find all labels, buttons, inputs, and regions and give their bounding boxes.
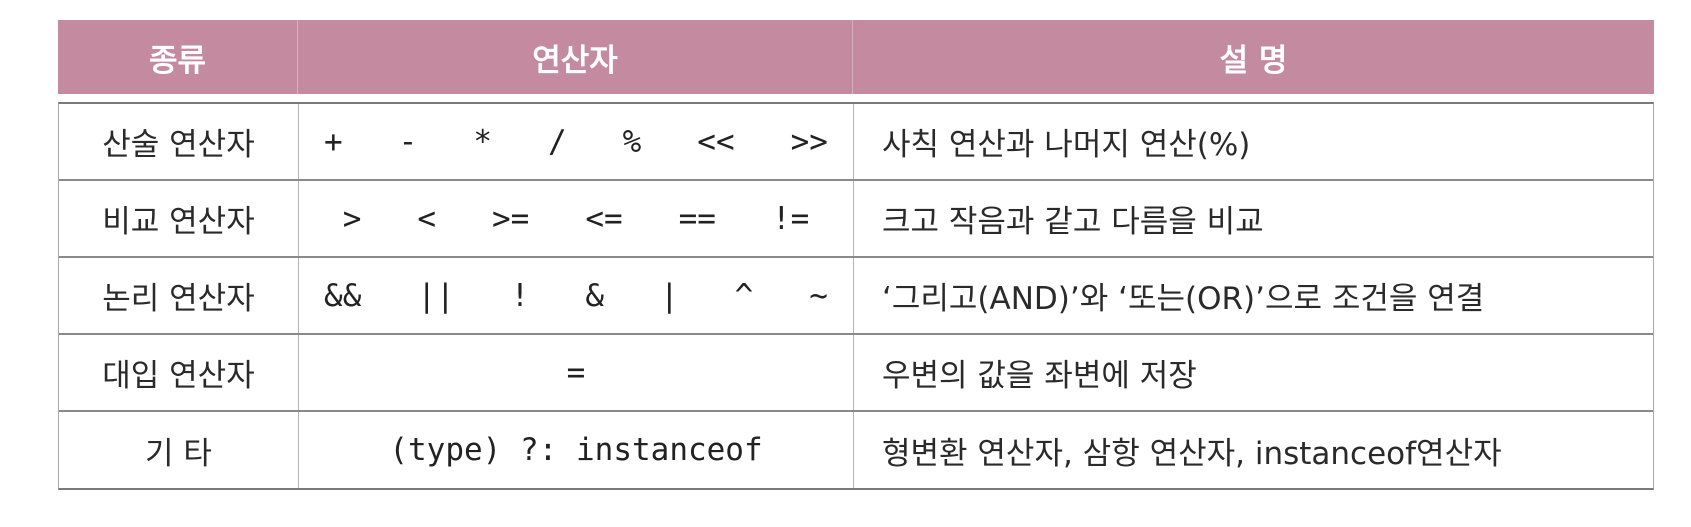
row-description: 우변의 값을 좌변에 저장 (882, 358, 1197, 394)
row-operators: (type) ?: instanceof (299, 412, 854, 488)
operator-table: 종류 연산자 설 명 산술 연산자 + - * / % << >> 사칙 연산과… (58, 20, 1654, 490)
table-row: 논리 연산자 && || ! & | ^ ~ ‘그리고(AND)’와 ‘또는(O… (59, 258, 1653, 335)
row-operators: > < >= <= == != (299, 181, 854, 256)
row-description: 크고 작음과 같고 다름을 비교 (882, 204, 1264, 240)
row-operators: && || ! & | ^ ~ (299, 258, 854, 333)
header-kind: 종류 (58, 20, 298, 94)
row-kind: 비교 연산자 (59, 181, 299, 256)
row-operators: = (299, 335, 854, 410)
table-row: 산술 연산자 + - * / % << >> 사칙 연산과 나머지 연산(%) (59, 104, 1653, 181)
row-description: ‘그리고(AND)’와 ‘또는(OR)’으로 조건을 연결 (882, 281, 1485, 317)
row-kind: 산술 연산자 (59, 104, 299, 179)
header-description: 설 명 (1219, 42, 1288, 79)
table-header: 종류 연산자 설 명 (58, 20, 1654, 94)
header-operator: 연산자 (298, 20, 853, 94)
table-row: 기 타 (type) ?: instanceof 형변환 연산자, 삼항 연산자… (59, 412, 1653, 488)
row-operators: + - * / % << >> (299, 104, 854, 179)
row-description: 형변환 연산자, 삼항 연산자, instanceof연산자 (882, 435, 1502, 472)
row-description: 사칙 연산과 나머지 연산(%) (882, 127, 1251, 163)
table-row: 비교 연산자 > < >= <= == != 크고 작음과 같고 다름을 비교 (59, 181, 1653, 258)
row-kind: 논리 연산자 (59, 258, 299, 333)
row-kind: 기 타 (59, 412, 299, 488)
table-row: 대입 연산자 = 우변의 값을 좌변에 저장 (59, 335, 1653, 412)
row-kind: 대입 연산자 (59, 335, 299, 410)
table-body: 산술 연산자 + - * / % << >> 사칙 연산과 나머지 연산(%) … (58, 102, 1654, 490)
